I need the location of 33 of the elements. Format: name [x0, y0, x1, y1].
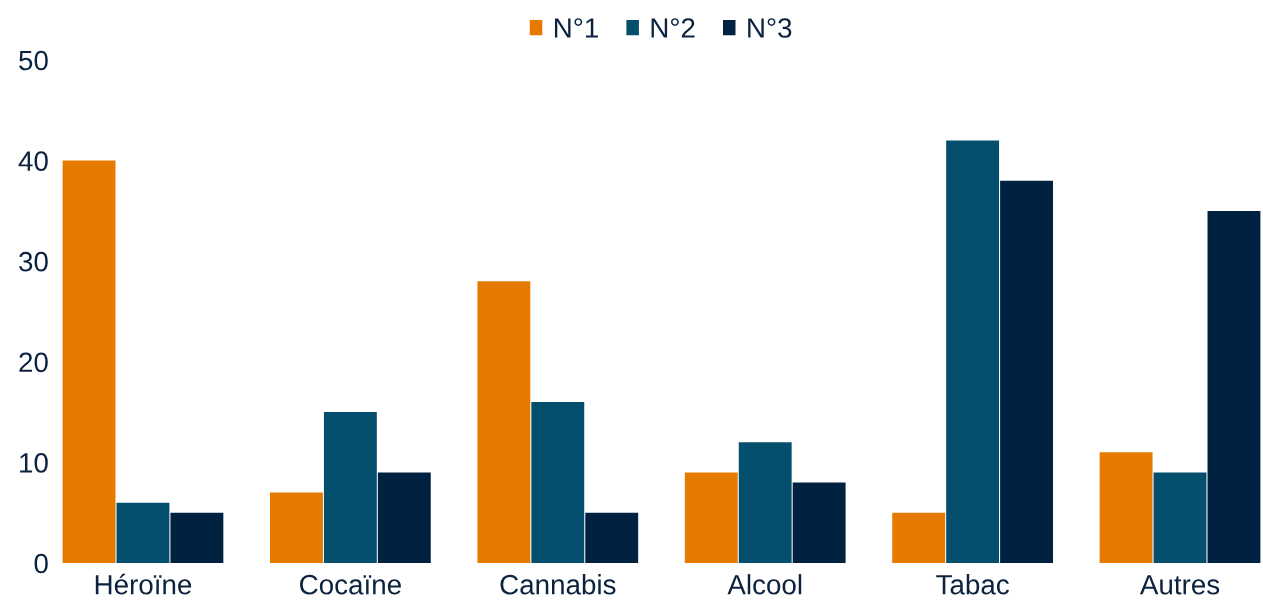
- x-tick-label: Cannabis: [500, 574, 616, 595]
- x-tick-label: Tabac: [936, 574, 1009, 595]
- bar: [477, 281, 531, 563]
- bar: [116, 502, 170, 563]
- bar: [1207, 210, 1261, 563]
- x-tick-label: Cocaïne: [300, 574, 401, 595]
- bar: [792, 482, 846, 563]
- bar: [892, 512, 946, 563]
- bar: [377, 472, 431, 563]
- bar: [531, 402, 585, 563]
- y-tick-label: 50: [19, 50, 48, 71]
- bar: [1153, 472, 1207, 563]
- bar: [1000, 180, 1053, 563]
- legend-label: N°2: [651, 18, 695, 38]
- bar: [684, 472, 738, 563]
- x-tick-label: Héroïne: [95, 573, 192, 595]
- y-tick-label: 30: [19, 251, 48, 272]
- legend-label: N°3: [748, 18, 792, 38]
- bar: [270, 492, 323, 563]
- x-tick-label: Autres: [1139, 575, 1220, 595]
- y-tick-label: 20: [19, 352, 48, 373]
- bar: [1099, 452, 1153, 563]
- bar: [323, 412, 377, 563]
- y-tick-label: 40: [18, 151, 48, 171]
- y-tick-label: 10: [20, 453, 48, 473]
- bar: [946, 140, 1000, 563]
- y-tick-label: 0: [34, 553, 48, 574]
- x-tick-label: Alcool: [727, 574, 802, 595]
- bar: [585, 512, 639, 563]
- bar: [62, 160, 116, 563]
- legend-label: N°1: [554, 18, 598, 38]
- bar: [170, 512, 224, 563]
- bar: [738, 442, 792, 563]
